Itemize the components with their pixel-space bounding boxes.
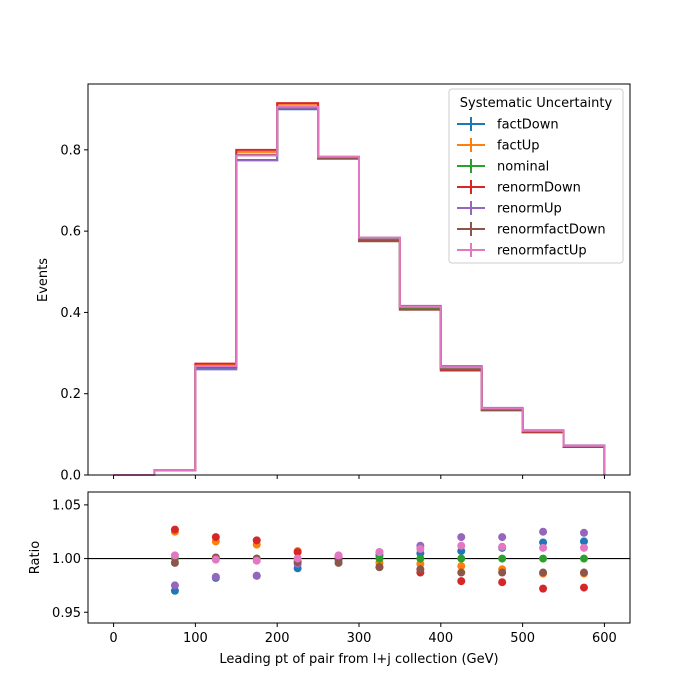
main-x-ticks — [113, 475, 605, 479]
ratio-point-renormfactUp — [334, 551, 343, 560]
ratio-point-renormfactUp — [579, 543, 588, 552]
ratio-point-renormfactUp — [375, 548, 384, 557]
legend-label: renormDown — [497, 181, 581, 196]
legend-item-renormfactUp: renormfactUp — [457, 243, 587, 259]
ratio-point-renormUp — [170, 581, 179, 590]
ratio-point-renormUp — [539, 527, 548, 536]
ratio-point-renormfactDown — [170, 558, 179, 567]
ratio-point-renormfactUp — [170, 551, 179, 560]
x-axis-label: Leading pt of pair from l+j collection (… — [219, 652, 498, 667]
histogram-series-renormfactUp — [113, 105, 606, 476]
ratio-y-tick-label: 1.00 — [52, 552, 81, 567]
main-y-axis-label: Events — [36, 258, 51, 302]
ratio-points-group — [170, 525, 588, 595]
legend-label: nominal — [497, 160, 549, 175]
main-y-tick-label: 0.2 — [60, 387, 81, 402]
ratio-y-tick-label: 1.05 — [52, 498, 81, 513]
legend-label: factDown — [497, 118, 559, 133]
ratio-point-nominal — [375, 554, 384, 563]
legend-box — [448, 88, 624, 264]
ratio-point-renormfactUp — [416, 544, 425, 553]
legend-item-factUp: factUp — [457, 138, 540, 154]
ratio-point-renormUp — [457, 533, 466, 542]
ratio-point-renormDown — [539, 584, 548, 593]
ratio-point-renormDown — [211, 533, 220, 542]
x-tick-label: 100 — [183, 631, 208, 646]
ratio-point-renormfactUp — [252, 556, 261, 565]
x-tick-label: 200 — [265, 631, 290, 646]
legend-item-renormUp: renormUp — [457, 201, 562, 217]
ratio-point-renormDown — [293, 548, 302, 557]
ratio-y-tick-label: 0.95 — [52, 606, 81, 621]
x-tick-label: 0 — [109, 631, 117, 646]
legend-label: factUp — [497, 139, 540, 154]
ratio-point-renormfactDown — [375, 563, 384, 572]
main-y-tick-label: 0.8 — [60, 143, 81, 158]
ratio-point-renormfactUp — [211, 555, 220, 564]
x-tick-label: 300 — [347, 631, 372, 646]
legend-item-renormDown: renormDown — [457, 180, 581, 196]
legend: Systematic Uncertainty factDown factUp nom… — [448, 88, 624, 264]
ratio-point-renormfactDown — [334, 558, 343, 567]
legend-items: factDown factUp nominal renormDown renormUp r… — [457, 117, 606, 259]
ratio-point-nominal — [416, 554, 425, 563]
ratio-point-renormfactDown — [539, 568, 548, 577]
ratio-point-renormfactDown — [416, 565, 425, 574]
legend-title: Systematic Uncertainty — [460, 96, 613, 111]
x-tick-label: 400 — [428, 631, 453, 646]
ratio-point-renormUp — [498, 533, 507, 542]
ratio-point-renormDown — [457, 577, 466, 586]
histogram-series-group — [113, 102, 606, 476]
ratio-y-axis-label: Ratio — [28, 541, 43, 574]
ratio-point-factUp — [457, 562, 466, 571]
ratio-point-renormDown — [498, 578, 507, 587]
ratio-point-renormfactDown — [457, 568, 466, 577]
x-tick-label: 500 — [510, 631, 535, 646]
main-plot-panel: 0.0 0.2 0.4 0.6 0.8 Events Systematic Uncert… — [36, 83, 631, 484]
ratio-point-renormfactDown — [498, 568, 507, 577]
main-y-tick-label: 0.0 — [60, 469, 81, 484]
main-y-tick-label: 0.4 — [60, 306, 81, 321]
ratio-y-ticks: 0.95 1.00 1.05 — [52, 498, 88, 621]
ratio-point-nominal — [457, 554, 466, 563]
ratio-plot-panel: 0.95 1.00 1.05 0 100 200 300 400 500 600 Ratio L… — [28, 491, 631, 667]
ratio-point-renormfactUp — [539, 543, 548, 552]
ratio-point-renormDown — [579, 583, 588, 592]
ratio-point-renormUp — [211, 572, 220, 581]
legend-item-nominal: nominal — [457, 159, 549, 175]
ratio-point-nominal — [579, 554, 588, 563]
ratio-point-renormfactUp — [498, 542, 507, 551]
ratio-point-nominal — [539, 554, 548, 563]
legend-label: renormfactDown — [497, 223, 606, 238]
ratio-point-renormUp — [579, 528, 588, 537]
ratio-point-renormUp — [252, 571, 261, 580]
main-y-ticks: 0.0 0.2 0.4 0.6 0.8 — [60, 143, 88, 484]
legend-item-factDown: factDown — [457, 117, 559, 133]
ratio-point-factDown — [579, 537, 588, 546]
legend-label: renormUp — [497, 202, 562, 217]
legend-item-renormfactDown: renormfactDown — [457, 222, 606, 238]
main-y-tick-label: 0.6 — [60, 225, 81, 240]
ratio-point-nominal — [498, 554, 507, 563]
legend-label: renormfactUp — [497, 244, 587, 259]
ratio-point-renormfactUp — [457, 541, 466, 550]
ratio-x-ticks: 0 100 200 300 400 500 600 — [109, 623, 617, 646]
ratio-point-renormfactUp — [293, 554, 302, 563]
ratio-point-renormDown — [170, 525, 179, 534]
ratio-point-renormfactDown — [579, 568, 588, 577]
ratio-point-renormDown — [252, 536, 261, 545]
x-tick-label: 600 — [592, 631, 617, 646]
